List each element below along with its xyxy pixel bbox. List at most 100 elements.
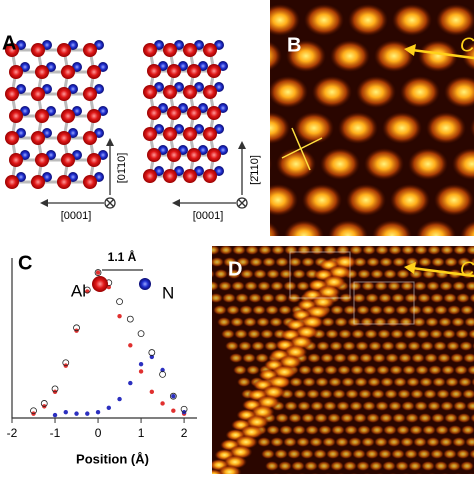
atom-column	[385, 353, 399, 363]
atom-column	[343, 305, 357, 315]
atom-column	[383, 425, 397, 435]
atom-column	[430, 449, 444, 459]
al-atom	[5, 43, 19, 57]
atom-column	[264, 341, 278, 351]
axis-label: [2̄110]	[249, 155, 261, 185]
al-atom	[61, 153, 75, 167]
atom-column	[421, 305, 435, 315]
al-atom	[83, 175, 97, 189]
atom-column	[377, 329, 391, 339]
atom-column	[253, 269, 267, 279]
data-point	[117, 313, 122, 319]
al-atom	[5, 131, 19, 145]
atom-column	[408, 148, 448, 180]
atom-column	[356, 76, 396, 108]
atom-column	[334, 317, 348, 327]
atom-column	[450, 353, 464, 363]
atom-column	[337, 365, 351, 375]
atom-column	[374, 281, 388, 291]
atom-column	[353, 257, 367, 267]
atom-column	[247, 329, 261, 339]
atom-column	[383, 269, 397, 279]
atom-column	[297, 401, 311, 411]
atom-column	[444, 257, 458, 267]
atom-column	[321, 317, 335, 327]
atom-column	[316, 341, 330, 351]
atom-column	[235, 293, 249, 303]
data-point	[128, 380, 133, 386]
atom-column	[212, 257, 224, 267]
atom-column	[470, 257, 474, 267]
atom-column	[432, 377, 446, 387]
atom-column	[352, 449, 366, 459]
atom-column	[419, 377, 433, 387]
atom-column	[405, 413, 419, 423]
panel-label: C	[18, 252, 32, 274]
axis-annotation: C	[460, 34, 474, 56]
atom-column	[382, 305, 396, 315]
atom-column	[380, 377, 394, 387]
atom-column	[384, 389, 398, 399]
atom-column	[417, 293, 431, 303]
atom-column	[469, 293, 474, 303]
arrowhead	[404, 262, 416, 274]
atom-column	[274, 449, 288, 459]
atom-column	[467, 365, 474, 375]
atom-column	[271, 246, 285, 255]
atom-column	[304, 4, 344, 36]
atom-column	[418, 257, 432, 267]
al-atom	[87, 109, 101, 123]
atom-column	[248, 293, 262, 303]
al-atom	[31, 87, 45, 101]
atom-column	[447, 305, 461, 315]
atom-column	[426, 437, 440, 447]
atom-column	[270, 222, 280, 236]
atom-column	[456, 293, 470, 303]
atom-column	[230, 317, 244, 327]
atom-column	[257, 437, 271, 447]
atom-column	[365, 449, 379, 459]
atom-column	[425, 317, 439, 327]
atom-column	[365, 293, 379, 303]
al-atom	[163, 85, 177, 99]
atom-column	[471, 377, 474, 387]
atom-column	[396, 425, 410, 435]
atom-column	[239, 305, 253, 315]
atom-column	[348, 437, 362, 447]
atom-column	[374, 40, 414, 72]
atom-column	[275, 257, 289, 267]
atom-column	[439, 437, 453, 447]
atom-column	[245, 246, 259, 255]
atom-column	[400, 76, 440, 108]
atom-column	[368, 341, 382, 351]
al-atom	[203, 43, 217, 57]
atom-column	[372, 220, 412, 236]
legend-label: N	[162, 283, 174, 302]
al-atom	[83, 87, 97, 101]
atom-column	[370, 425, 384, 435]
atom-column	[359, 353, 373, 363]
data-point	[51, 385, 59, 393]
al-atom	[87, 153, 101, 167]
data-point	[52, 412, 58, 418]
atom-column	[460, 305, 474, 315]
atom-column	[406, 377, 420, 387]
al-atom	[31, 43, 45, 57]
atom-column	[414, 401, 428, 411]
atom-column	[346, 353, 360, 363]
legend-label: Al	[71, 281, 86, 300]
atom-column	[329, 341, 343, 351]
direction-arrows	[44, 142, 248, 209]
atom-column	[409, 425, 423, 435]
atom-column	[249, 257, 263, 267]
atom-column	[351, 329, 365, 339]
panel-label: D	[228, 258, 242, 280]
atom-column	[261, 449, 275, 459]
atom-column	[462, 389, 474, 399]
al-atom	[167, 64, 181, 78]
atom-column	[418, 40, 458, 72]
axis-label: [0001]	[193, 210, 224, 222]
atom-column	[255, 353, 269, 363]
data-point	[180, 405, 188, 413]
atom-column	[427, 246, 441, 255]
